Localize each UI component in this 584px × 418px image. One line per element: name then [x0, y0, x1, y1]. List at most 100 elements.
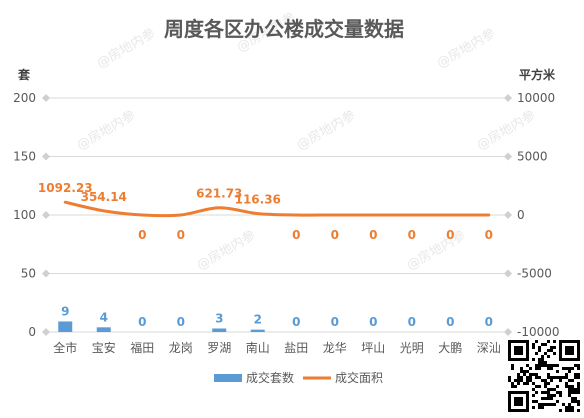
- qr-module: [547, 394, 550, 397]
- qr-module: [559, 376, 562, 379]
- line-series: [63, 200, 491, 218]
- qr-module: [541, 406, 544, 409]
- qr-module: [577, 388, 580, 391]
- gridline-marker: [42, 328, 50, 336]
- right-tick-label: -10000: [517, 325, 560, 339]
- qr-module: [559, 379, 562, 382]
- qr-module: [571, 379, 574, 382]
- qr-module: [535, 391, 538, 394]
- qr-module: [547, 340, 550, 343]
- bar-data-label: 0: [369, 315, 377, 329]
- qr-finder: [514, 346, 523, 355]
- x-tick-label: 盐田: [284, 341, 308, 355]
- x-tick-label: 大鹏: [438, 341, 462, 355]
- qr-module: [541, 361, 544, 364]
- qr-module: [529, 367, 532, 370]
- qr-module: [532, 388, 535, 391]
- right-tick-label: 0: [517, 208, 525, 222]
- qr-module: [556, 400, 559, 403]
- qr-module: [571, 406, 574, 409]
- qr-module: [538, 346, 541, 349]
- left-tick-label: 0: [28, 325, 36, 339]
- qr-module: [511, 364, 514, 367]
- chart-title: 周度各区办公楼成交量数据: [164, 17, 404, 41]
- qr-module: [571, 385, 574, 388]
- qr-module: [544, 361, 547, 364]
- qr-module: [532, 343, 535, 346]
- qr-module: [574, 376, 577, 379]
- qr-module: [529, 373, 532, 376]
- qr-module: [520, 376, 523, 379]
- x-tick-label: 龙岗: [169, 341, 193, 355]
- qr-module: [520, 367, 523, 370]
- qr-module: [577, 409, 580, 412]
- qr-module: [571, 409, 574, 412]
- qr-module: [535, 373, 538, 376]
- qr-module: [544, 343, 547, 346]
- qr-module: [532, 346, 535, 349]
- qr-module: [544, 397, 547, 400]
- x-tick-label: 光明: [400, 341, 424, 355]
- qr-module: [511, 382, 514, 385]
- bar-data-label: 0: [177, 315, 185, 329]
- qr-module: [559, 409, 562, 412]
- line-data-label: 0: [177, 228, 185, 242]
- line-data-label: 1092.23: [38, 181, 93, 195]
- qr-module: [532, 406, 535, 409]
- qr-module: [553, 403, 556, 406]
- qr-module: [535, 352, 538, 355]
- qr-module: [541, 391, 544, 394]
- qr-module: [553, 340, 556, 343]
- qr-module: [511, 367, 514, 370]
- qr-module: [547, 355, 550, 358]
- qr-module: [538, 406, 541, 409]
- qr-module: [565, 409, 568, 412]
- qr-module: [565, 406, 568, 409]
- qr-module: [571, 388, 574, 391]
- gridline-marker: [504, 211, 512, 219]
- qr-module: [538, 385, 541, 388]
- bar-series: [58, 321, 265, 332]
- qr-module: [550, 349, 553, 352]
- qr-module: [541, 343, 544, 346]
- legend-bar-label: 成交套数: [246, 370, 294, 385]
- x-tick-label: 龙华: [323, 341, 347, 355]
- legend-line-label: 成交面积: [335, 370, 383, 385]
- bar-data-label: 0: [408, 315, 416, 329]
- bar: [96, 327, 111, 332]
- qr-module: [550, 394, 553, 397]
- qr-module: [556, 391, 559, 394]
- watermark-text: @房地内参: [474, 107, 538, 153]
- line-data-label: 0: [408, 228, 416, 242]
- qr-module: [526, 379, 529, 382]
- qr-module: [577, 391, 580, 394]
- bar-data-label: 0: [292, 315, 300, 329]
- qr-module: [535, 385, 538, 388]
- qr-module: [577, 400, 580, 403]
- qr-module: [562, 376, 565, 379]
- bar: [58, 321, 73, 332]
- qr-module: [568, 388, 571, 391]
- qr-module: [556, 385, 559, 388]
- qr-module: [520, 370, 523, 373]
- qr-module: [547, 397, 550, 400]
- qr-module: [538, 364, 541, 367]
- x-tick-label: 福田: [130, 340, 154, 355]
- qr-module: [547, 373, 550, 376]
- qr-module: [544, 382, 547, 385]
- left-tick-label: 200: [13, 91, 36, 105]
- qr-module: [517, 379, 520, 382]
- qr-module: [562, 403, 565, 406]
- qr-module: [526, 376, 529, 379]
- qr-module: [553, 346, 556, 349]
- qr-module: [559, 391, 562, 394]
- qr-module: [532, 394, 535, 397]
- qr-module: [565, 373, 568, 376]
- qr-module: [517, 382, 520, 385]
- qr-module: [577, 367, 580, 370]
- series-line: [63, 200, 491, 218]
- watermark-text: @房地内参: [94, 25, 158, 71]
- x-tick-label: 坪山: [361, 341, 385, 355]
- gridline-marker: [504, 152, 512, 161]
- qr-module: [544, 352, 547, 355]
